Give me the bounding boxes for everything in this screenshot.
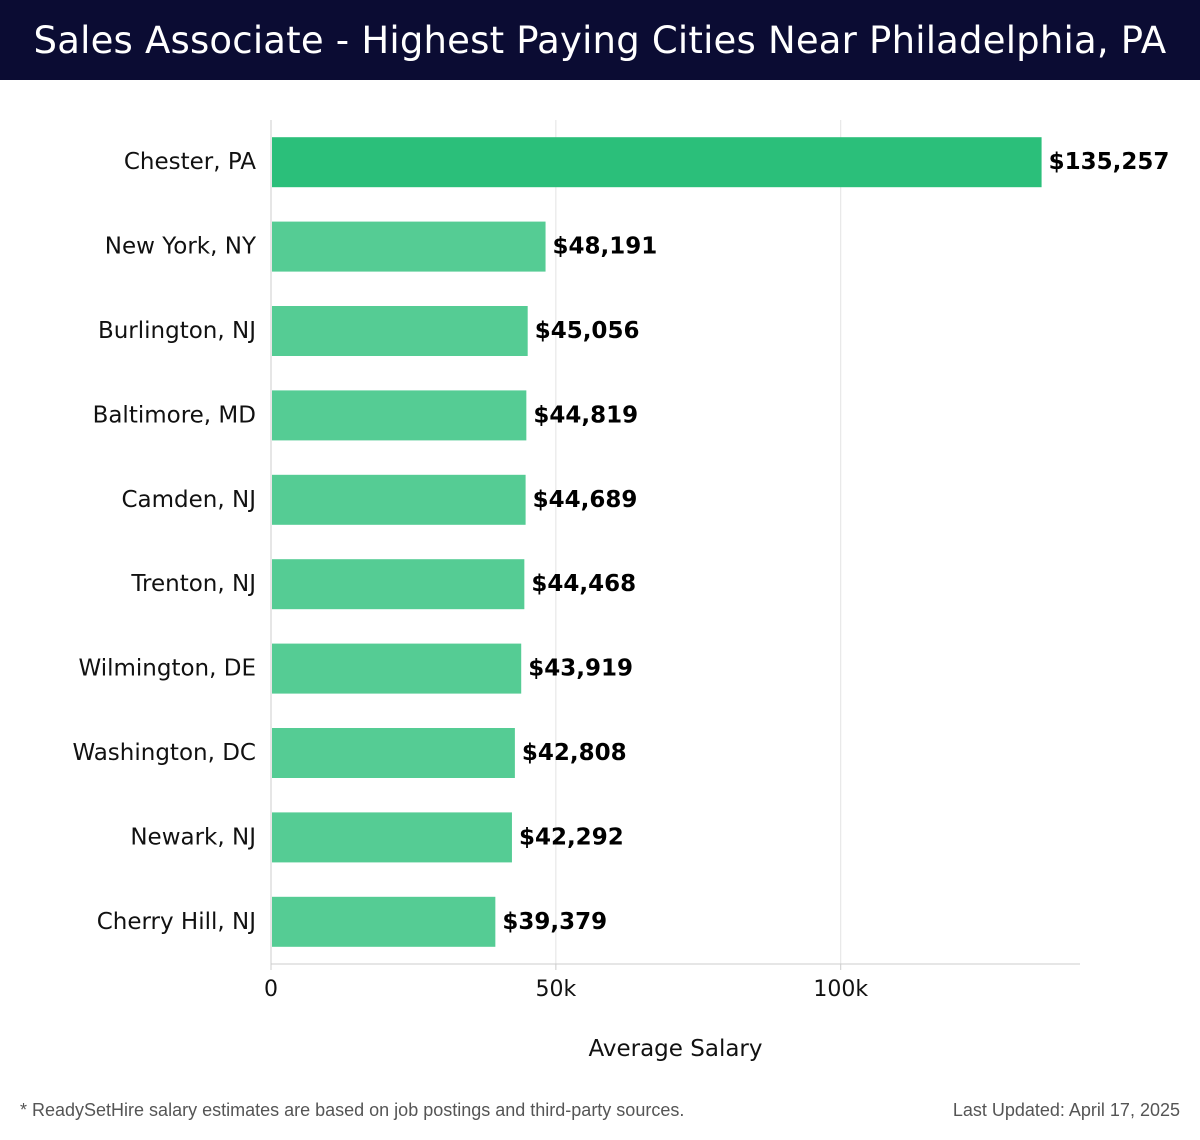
footnote: * ReadySetHire salary estimates are base… bbox=[20, 1100, 685, 1120]
x-tick-label: 0 bbox=[264, 977, 278, 1002]
bar-chart: Chester, PA $135,257 New York, NY $48,191 Bu… bbox=[72, 120, 1170, 1062]
value-label: $45,056 bbox=[535, 318, 640, 344]
category-label: New York, NY bbox=[105, 234, 257, 260]
value-label: $39,379 bbox=[502, 909, 607, 935]
value-label: $44,689 bbox=[533, 487, 638, 513]
value-label: $135,257 bbox=[1049, 149, 1170, 175]
value-label: $42,292 bbox=[519, 824, 624, 850]
value-label: $44,819 bbox=[533, 402, 638, 428]
bar bbox=[272, 896, 496, 947]
x-tick-label: 50k bbox=[535, 977, 576, 1002]
value-label: $43,919 bbox=[528, 656, 633, 682]
category-label: Wilmington, DE bbox=[78, 656, 256, 682]
bar bbox=[272, 390, 527, 441]
bar bbox=[272, 474, 526, 525]
bar bbox=[272, 643, 522, 694]
bar bbox=[272, 812, 512, 863]
category-label: Baltimore, MD bbox=[93, 402, 256, 428]
bar bbox=[272, 221, 546, 272]
x-axis-label: Average Salary bbox=[588, 1036, 762, 1062]
bar bbox=[272, 306, 528, 356]
category-label: Washington, DC bbox=[72, 740, 256, 766]
category-label: Trenton, NJ bbox=[130, 571, 256, 597]
category-label: Newark, NJ bbox=[130, 824, 256, 850]
bar bbox=[272, 137, 1042, 188]
x-tick-label: 100k bbox=[813, 977, 868, 1002]
category-label: Cherry Hill, NJ bbox=[97, 909, 256, 935]
value-label: $48,191 bbox=[553, 234, 658, 260]
bar bbox=[272, 559, 525, 610]
value-label: $42,808 bbox=[522, 740, 627, 766]
value-label: $44,468 bbox=[531, 571, 636, 597]
chart-title: Sales Associate - Highest Paying Cities … bbox=[33, 18, 1167, 62]
category-label: Camden, NJ bbox=[122, 487, 257, 513]
bar bbox=[272, 728, 515, 778]
last-updated: Last Updated: April 17, 2025 bbox=[952, 1100, 1180, 1120]
category-label: Chester, PA bbox=[124, 149, 256, 175]
title-bar: Sales Associate - Highest Paying Cities … bbox=[0, 0, 1200, 80]
category-label: Burlington, NJ bbox=[98, 318, 256, 344]
